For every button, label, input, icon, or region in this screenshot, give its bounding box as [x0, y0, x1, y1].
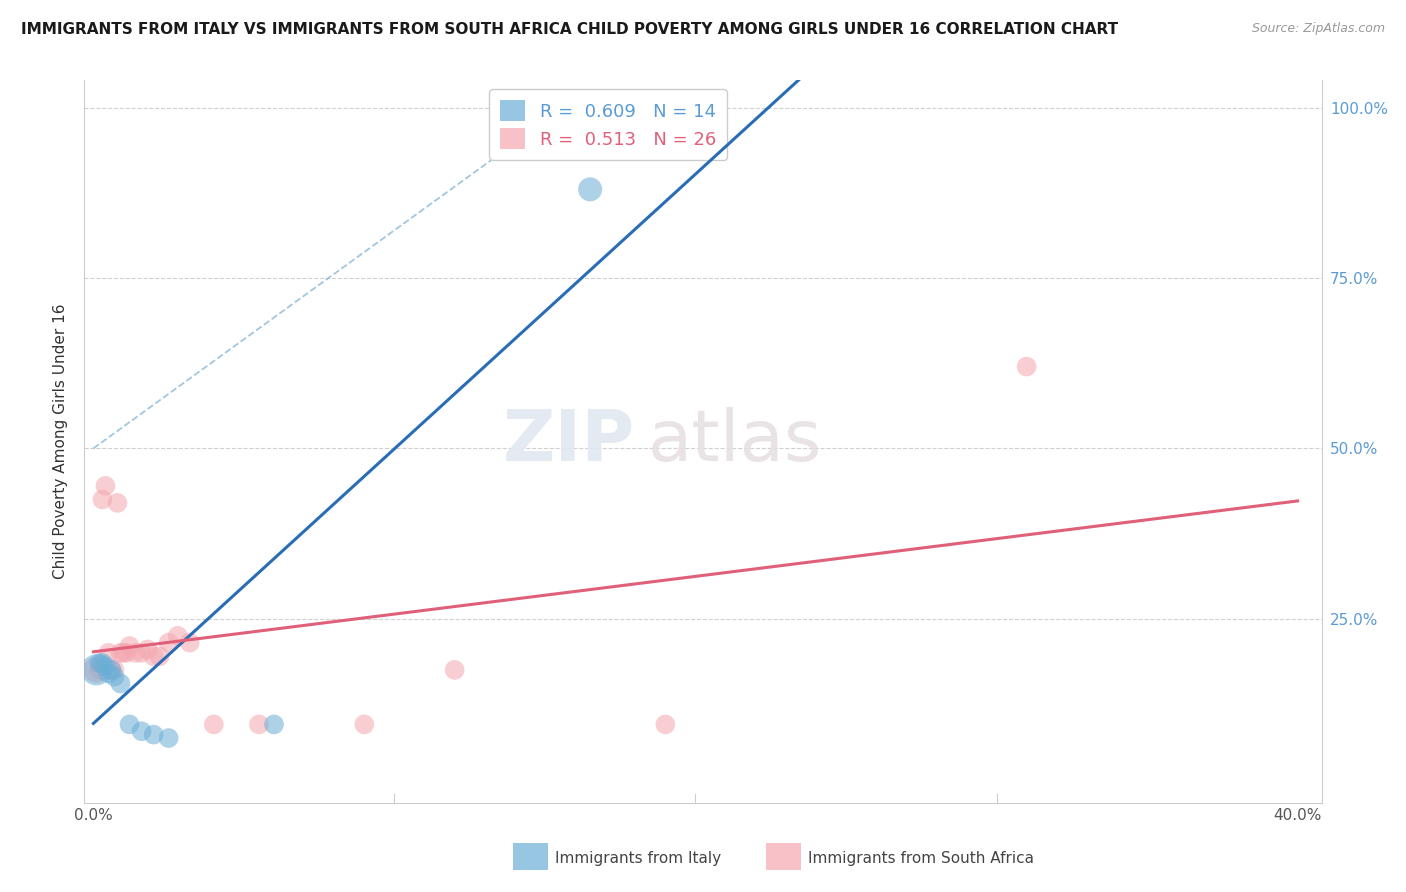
Point [142, 649, 165, 664]
Point [654, 717, 676, 731]
Text: atlas: atlas [647, 407, 821, 476]
Point [91, 492, 114, 507]
Text: Source: ZipAtlas.com: Source: ZipAtlas.com [1251, 22, 1385, 36]
Y-axis label: Child Poverty Among Girls Under 16: Child Poverty Among Girls Under 16 [53, 304, 69, 579]
Point [110, 646, 132, 660]
Point [103, 663, 125, 677]
Legend: R =  0.609   N = 14, R =  0.513   N = 26: R = 0.609 N = 14, R = 0.513 N = 26 [489, 89, 727, 160]
Point [443, 663, 465, 677]
Point [86, 663, 108, 677]
Point [149, 649, 172, 664]
Point [157, 635, 180, 649]
Point [166, 629, 188, 643]
Point [89, 663, 111, 677]
Point [179, 635, 201, 649]
Point [94, 659, 117, 673]
Point [263, 717, 285, 731]
Text: Immigrants from South Africa: Immigrants from South Africa [808, 851, 1035, 865]
Point [202, 717, 225, 731]
Text: IMMIGRANTS FROM ITALY VS IMMIGRANTS FROM SOUTH AFRICA CHILD POVERTY AMONG GIRLS : IMMIGRANTS FROM ITALY VS IMMIGRANTS FROM… [21, 22, 1118, 37]
Point [157, 731, 180, 745]
Text: ZIP: ZIP [503, 407, 636, 476]
Point [97, 646, 120, 660]
Point [97, 666, 120, 681]
Point [124, 646, 146, 660]
Point [103, 670, 125, 684]
Point [100, 663, 122, 677]
Point [131, 646, 153, 660]
Point [131, 724, 153, 739]
Point [107, 496, 129, 510]
Point [91, 656, 114, 670]
Point [110, 676, 132, 690]
Point [247, 717, 270, 731]
Point [136, 642, 159, 657]
Point [112, 646, 135, 660]
Point [118, 639, 141, 653]
Point [118, 717, 141, 731]
Text: Immigrants from Italy: Immigrants from Italy [555, 851, 721, 865]
Point [94, 479, 117, 493]
Point [100, 663, 122, 677]
Point [579, 182, 602, 196]
Point [115, 646, 138, 660]
Point [142, 728, 165, 742]
Point [86, 663, 108, 677]
Point [353, 717, 375, 731]
Point [1015, 359, 1038, 374]
Point [89, 656, 111, 670]
